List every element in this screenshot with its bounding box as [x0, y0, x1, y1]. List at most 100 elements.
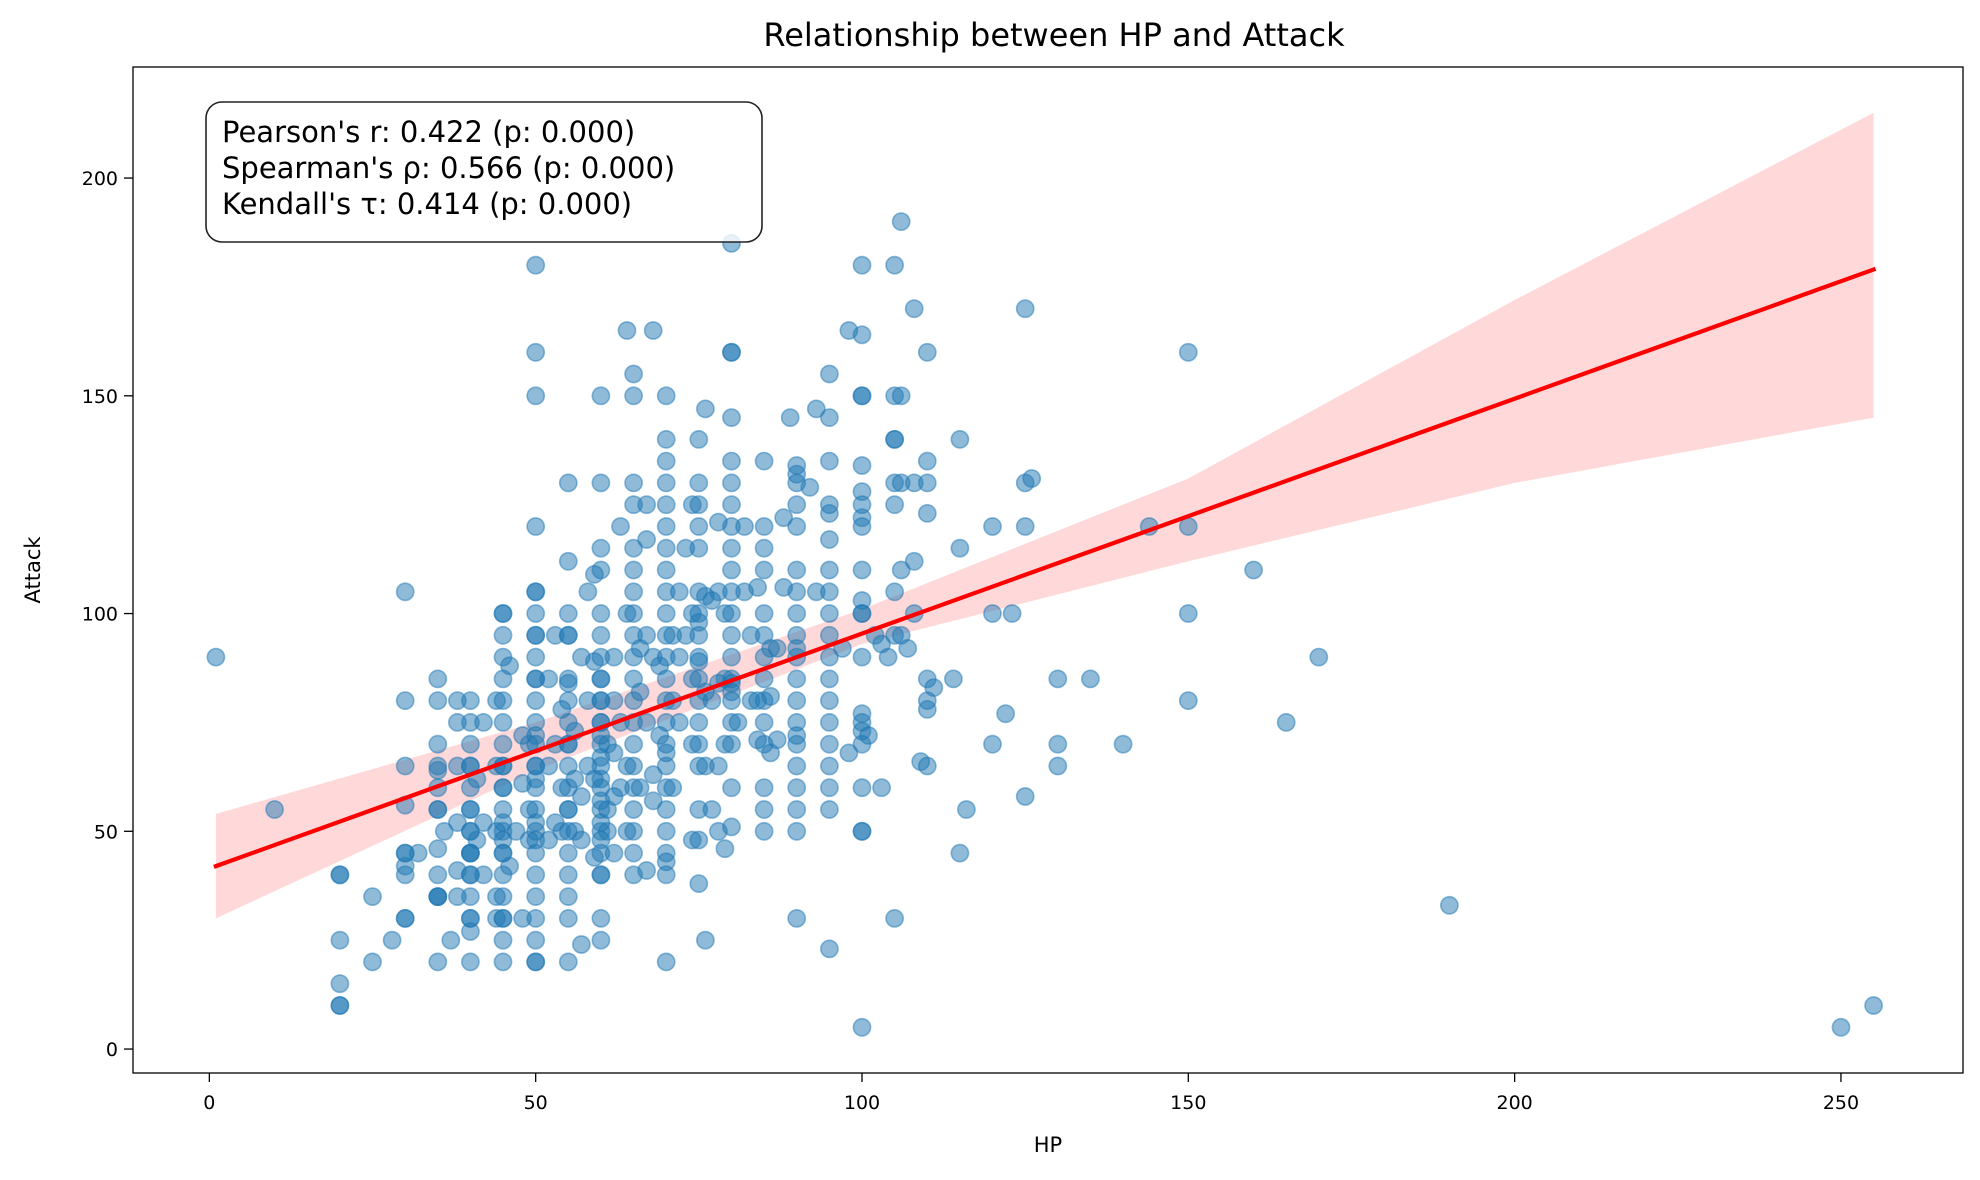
data-point [787, 517, 807, 536]
data-point [539, 756, 559, 776]
data-point [656, 821, 676, 841]
data-point [767, 639, 787, 658]
data-point [591, 604, 611, 623]
data-point [754, 713, 774, 732]
data-point [689, 429, 709, 449]
data-point [852, 1017, 872, 1037]
data-point [526, 342, 546, 362]
data-point [820, 734, 839, 754]
data-point [722, 342, 741, 362]
data-point [983, 734, 1002, 754]
stats-kendall: Kendall's τ: 0.414 (p: 0.000) [222, 187, 632, 221]
data-point [820, 495, 839, 515]
data-point [493, 691, 513, 711]
data-point [1309, 647, 1329, 667]
data-point [983, 604, 1002, 623]
data-point [604, 691, 624, 711]
data-point [526, 887, 546, 907]
data-point [591, 930, 611, 950]
data-point [1015, 517, 1035, 536]
data-point [898, 639, 918, 658]
data-point [572, 830, 591, 850]
data-point [1015, 787, 1035, 806]
data-point [624, 756, 644, 776]
data-point [1276, 713, 1296, 732]
data-point [500, 656, 520, 676]
data-point [493, 887, 513, 907]
x-tick-label: 0 [203, 1092, 215, 1114]
data-point [722, 625, 741, 645]
data-point [722, 495, 741, 515]
data-point [780, 408, 800, 428]
data-point [852, 591, 872, 610]
data-point [852, 482, 872, 502]
data-point [820, 604, 839, 623]
regression-line [213, 266, 1877, 869]
data-point [787, 495, 807, 515]
data-point [689, 734, 709, 754]
data-point [709, 756, 728, 776]
stats-box-frame [205, 101, 763, 243]
data-point [624, 560, 644, 580]
data-point [1048, 734, 1068, 754]
data-point [467, 830, 487, 850]
data-point [493, 734, 513, 754]
plot-area [132, 66, 1964, 1074]
data-point [558, 473, 578, 493]
data-point [558, 551, 578, 571]
data-point [852, 821, 872, 841]
data-point [748, 578, 768, 597]
data-point [656, 429, 676, 449]
data-point [460, 909, 480, 928]
data-point [526, 800, 546, 819]
data-point [1864, 996, 1884, 1015]
data-point [878, 647, 898, 667]
data-point [852, 325, 872, 345]
data-point [689, 517, 709, 536]
data-point [624, 800, 644, 819]
data-point [591, 473, 611, 493]
data-point [689, 473, 709, 493]
points-layer [206, 212, 1884, 1037]
data-point [917, 473, 937, 493]
data-point [493, 952, 513, 972]
data-point [617, 321, 637, 340]
data-point [820, 778, 839, 798]
data-point [806, 399, 826, 419]
data-point [891, 560, 911, 580]
data-point [702, 800, 722, 819]
data-point [722, 560, 741, 580]
data-point [460, 887, 480, 907]
data-point [787, 456, 807, 475]
x-axis: 0 50 100 150 200 250 [203, 1073, 1859, 1114]
data-point [904, 299, 924, 319]
data-point [656, 473, 676, 493]
data-point [526, 691, 546, 711]
data-point [526, 647, 546, 667]
data-point [591, 865, 611, 885]
data-point [428, 952, 448, 972]
data-point [885, 495, 905, 515]
data-point [558, 625, 578, 645]
data-point [558, 691, 578, 711]
data-point [839, 743, 859, 763]
data-point [852, 647, 872, 667]
data-point [624, 538, 644, 558]
data-point [558, 952, 578, 972]
data-point [637, 713, 657, 732]
data-point [689, 647, 709, 667]
data-point [722, 473, 741, 493]
data-point [656, 604, 676, 623]
data-point [493, 930, 513, 950]
data-point [558, 909, 578, 928]
data-point [754, 451, 774, 471]
data-point [774, 508, 794, 528]
data-point [474, 713, 493, 732]
data-point [630, 778, 650, 798]
data-point [820, 691, 839, 711]
data-point [591, 909, 611, 928]
data-point [395, 756, 415, 776]
data-point [624, 473, 644, 493]
data-point [983, 517, 1002, 536]
data-point [917, 451, 937, 471]
